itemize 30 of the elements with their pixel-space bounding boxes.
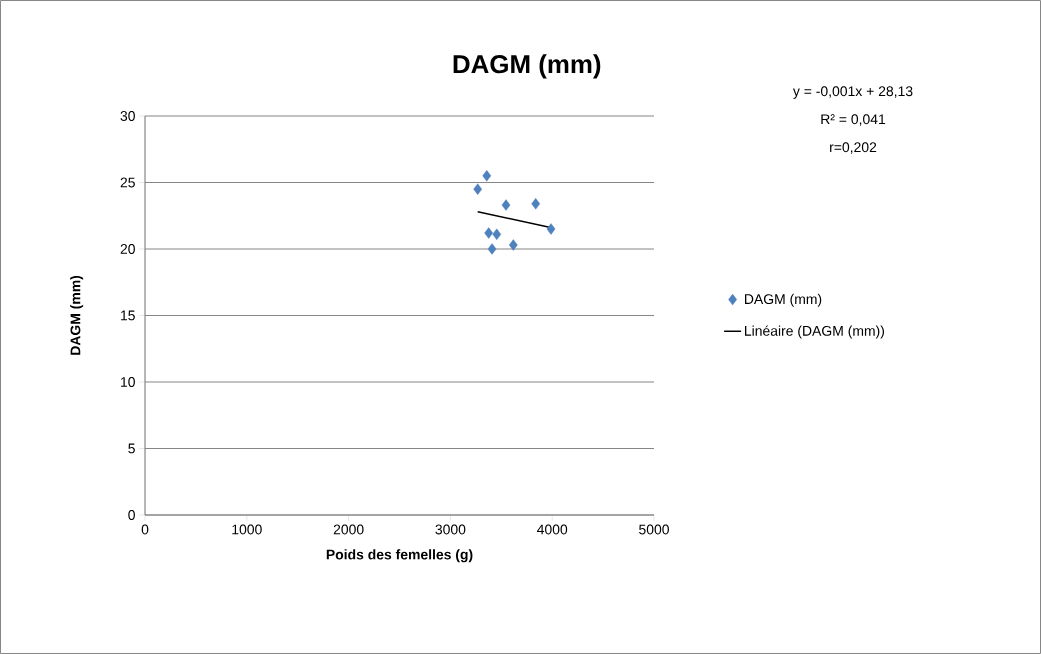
point [508, 239, 518, 251]
x-tick-label: 5000 [639, 524, 669, 535]
point [546, 223, 556, 235]
point [492, 228, 502, 241]
y-axis-title: DAGM (mm) [70, 275, 84, 355]
y-tick-label: 0 [128, 510, 135, 520]
text: r=0,202 [830, 142, 877, 154]
y-tick-label: 20 [120, 244, 135, 254]
point [531, 198, 541, 210]
point [484, 227, 494, 239]
point [482, 170, 492, 182]
y-tick-label: 30 [120, 111, 135, 121]
legend-label: DAGM (mm) [745, 293, 822, 307]
x-tick-label: 0 [141, 524, 149, 535]
chart-title: DAGM (mm) [453, 54, 601, 79]
point [501, 199, 511, 211]
text: y = -0,001x + 28,13 [792, 86, 913, 99]
x-tick-label: 4000 [537, 524, 568, 535]
y-tick-label: 15 [121, 310, 135, 321]
point [487, 243, 497, 255]
x-tick-label: 2000 [333, 524, 364, 535]
y-tick-label: 10 [121, 377, 135, 387]
y-tick-label: 5 [128, 443, 135, 454]
legend-label: Linéaire (DAGM (mm)) [745, 325, 885, 339]
y-tick-label: 25 [120, 177, 135, 188]
x-tick-label: 3000 [435, 524, 466, 535]
point [473, 183, 483, 195]
text: R² = 0,041 [821, 114, 886, 126]
x-tick-label: 1000 [232, 524, 262, 535]
x-axis-title: Poids des femelles (g) [326, 549, 473, 563]
